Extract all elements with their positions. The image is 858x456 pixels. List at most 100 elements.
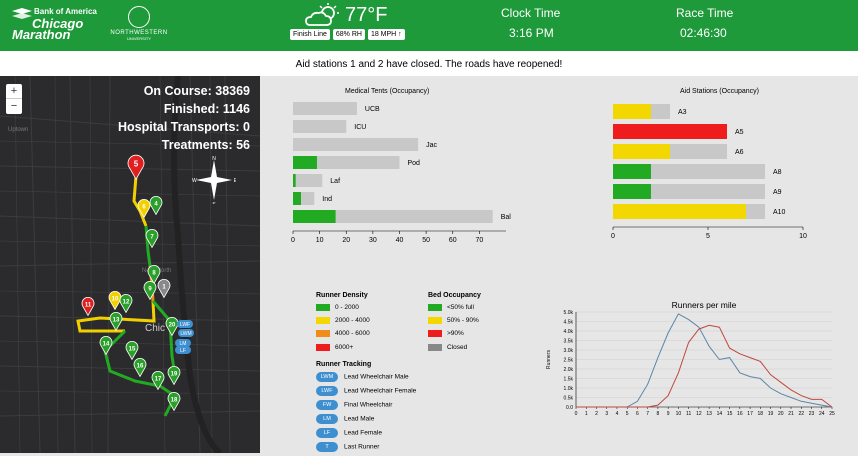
aid-station-marker-5[interactable]: 5 [127, 154, 145, 181]
city-label: Chic [145, 323, 165, 334]
marker-label: 17 [155, 377, 162, 383]
zoom-control[interactable]: + − [6, 84, 22, 114]
bar-occupancy-ind[interactable] [293, 192, 301, 205]
aid-station-marker-7[interactable]: 7 [145, 229, 159, 249]
tracking-item-lwm[interactable]: LWM Lead Wheelchair Male [316, 372, 416, 382]
y-tick-label: 4.5k [564, 320, 574, 326]
legend-label: Closed [447, 343, 468, 351]
aid-station-marker-8[interactable]: 8 [147, 265, 161, 285]
tracking-item-t[interactable]: T Last Runner [316, 442, 416, 452]
bed-occupancy-legend: Bed Occupancy <50% full 50% - 90% >90% Clos… [428, 292, 481, 357]
bar-occupancy-a6[interactable] [613, 144, 670, 159]
aid-station-marker-11[interactable]: 11 [81, 297, 95, 317]
logo-text-chicago: Chicago [32, 16, 84, 31]
legend-label: >90% [447, 330, 464, 338]
bar-occupancy-pod[interactable] [293, 156, 317, 169]
x-tick-label: 0 [575, 411, 578, 417]
bar-capacity-bal[interactable] [293, 210, 493, 223]
tracking-label: Lead Male [344, 415, 375, 423]
runner-badge [178, 329, 194, 337]
tracking-badge: LM [316, 414, 338, 424]
compass-n: N [212, 156, 216, 162]
course-map[interactable]: Uptown Near North Chic 56478191011121314… [0, 76, 260, 453]
x-tick-label: 13 [706, 411, 712, 417]
runner-marker-lwm[interactable]: LWM [178, 329, 194, 337]
runner-badge [175, 346, 191, 354]
x-tick-label: 50 [422, 237, 430, 244]
bar-occupancy-a8[interactable] [613, 164, 651, 179]
aid-station-marker-16[interactable]: 16 [133, 358, 147, 378]
compass-icon: N S E W [192, 156, 236, 204]
bar-capacity-jac[interactable] [293, 138, 419, 151]
aid-station-marker-10[interactable]: 10 [108, 291, 122, 311]
tracking-item-fw[interactable]: FW Final Wheelchair [316, 400, 416, 410]
color-swatch [316, 330, 330, 338]
neighborhood-label: Uptown [8, 127, 28, 133]
x-tick-label: 10 [799, 233, 807, 240]
bar-occupancy-bal[interactable] [293, 210, 336, 223]
x-tick-label: 0 [611, 233, 615, 240]
aid-station-marker-1[interactable]: 1 [157, 279, 171, 299]
color-swatch [428, 330, 442, 338]
x-tick-label: 5 [626, 411, 629, 417]
bar-capacity-ucb[interactable] [293, 102, 357, 115]
tracking-item-lwf[interactable]: LWF Lead Wheelchair Female [316, 386, 416, 396]
runner-marker-lm[interactable]: LM [175, 339, 191, 347]
color-swatch [428, 343, 442, 351]
x-tick-label: 3 [605, 411, 608, 417]
chicago-marathon-logo: Bank of America Chicago Marathon [8, 4, 100, 44]
bar-occupancy-a9[interactable] [613, 184, 651, 199]
aid-station-marker-4[interactable]: 4 [149, 196, 163, 216]
marker-label: 20 [169, 323, 176, 329]
bar-label: Laf [330, 178, 340, 185]
bar-capacity-laf[interactable] [293, 174, 323, 187]
legend-label: 6000+ [335, 343, 354, 351]
bar-label: A5 [735, 129, 744, 136]
bed-item: Closed [428, 343, 481, 351]
x-tick-label: 6 [636, 411, 639, 417]
compass-e: E [234, 178, 236, 184]
aid-station-marker-20[interactable]: 20 [165, 317, 179, 337]
x-tick-label: 2 [595, 411, 598, 417]
aid-station-marker-12[interactable]: 12 [119, 294, 133, 314]
density-item: 6000+ [316, 343, 370, 351]
aid-station-marker-13[interactable]: 13 [109, 312, 123, 332]
map-pin-icon [157, 279, 171, 299]
bar-occupancy-a5[interactable] [613, 124, 727, 139]
bar-capacity-pod[interactable] [293, 156, 400, 169]
tracking-item-lm[interactable]: LM Lead Male [316, 414, 416, 424]
series-line-0 [576, 313, 833, 408]
runner-marker-lwf[interactable]: LWF [177, 320, 193, 328]
map-pin-icon [133, 358, 147, 378]
race-time-label: Race Time [676, 6, 734, 20]
bar-occupancy-a10[interactable] [613, 204, 746, 219]
weather-widget: 77°F Finish Line 68% RH 18 MPH ↑ [290, 3, 410, 49]
series-line-1 [576, 324, 833, 408]
aid-station-marker-18[interactable]: 18 [167, 392, 181, 412]
bar-occupancy-laf[interactable] [293, 174, 296, 187]
tracking-item-lf[interactable]: LF Lead Female [316, 428, 416, 438]
seal-icon [128, 6, 150, 28]
map-canvas[interactable]: Uptown Near North Chic [0, 76, 260, 453]
race-time-value: 02:46:30 [680, 26, 727, 40]
bar-occupancy-a3[interactable] [613, 104, 651, 119]
runner-marker-lf[interactable]: LF [175, 346, 191, 354]
marker-label: 10 [112, 297, 119, 303]
aid-station-marker-14[interactable]: 14 [99, 336, 113, 356]
bar-capacity-icu[interactable] [293, 120, 347, 133]
zoom-in-button[interactable]: + [6, 84, 22, 99]
y-tick-label: 0.5k [564, 396, 574, 402]
medical-chart-title: Medical Tents (Occupancy) [345, 88, 430, 95]
aid-station-marker-17[interactable]: 17 [151, 371, 165, 391]
aid-station-marker-19[interactable]: 19 [167, 366, 181, 386]
y-tick-label: 3.5k [564, 339, 574, 345]
aid-station-marker-6[interactable]: 6 [137, 199, 151, 219]
aid-stations-chart: A3 A5 A6 A8 A9 A10 0 5 10 [611, 104, 807, 240]
bar-label: UCB [365, 106, 380, 113]
legend-label: 2000 - 4000 [335, 317, 370, 325]
zoom-out-button[interactable]: − [10, 100, 18, 112]
x-tick-label: 9 [667, 411, 670, 417]
aid-station-marker-9[interactable]: 9 [143, 281, 157, 301]
aid-station-marker-15[interactable]: 15 [125, 341, 139, 361]
